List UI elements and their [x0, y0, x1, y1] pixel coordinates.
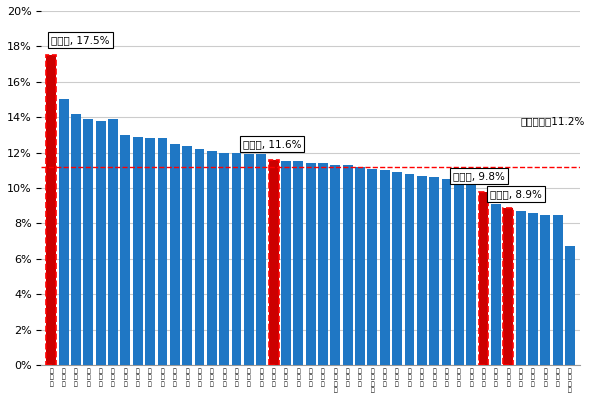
Bar: [553, 215, 563, 365]
Bar: [145, 138, 155, 365]
Bar: [515, 211, 526, 365]
Bar: [108, 119, 118, 365]
Bar: [528, 213, 538, 365]
Bar: [96, 121, 106, 365]
Bar: [343, 165, 353, 365]
Bar: [429, 178, 439, 365]
Bar: [170, 144, 180, 365]
Bar: [83, 119, 93, 365]
Text: 三重県, 8.9%: 三重県, 8.9%: [490, 189, 542, 199]
Bar: [182, 146, 192, 365]
Bar: [479, 192, 488, 365]
Bar: [392, 172, 402, 365]
Bar: [442, 179, 451, 365]
Bar: [194, 149, 205, 365]
Bar: [541, 215, 550, 365]
Bar: [306, 163, 316, 365]
Bar: [46, 55, 56, 365]
Text: 全国普及率11.2%: 全国普及率11.2%: [521, 116, 585, 126]
Bar: [404, 174, 415, 365]
Bar: [503, 208, 513, 365]
Bar: [269, 160, 278, 365]
Bar: [503, 208, 513, 365]
Bar: [466, 184, 476, 365]
Bar: [207, 151, 217, 365]
Bar: [281, 162, 291, 365]
Bar: [454, 181, 464, 365]
Bar: [59, 100, 68, 365]
Bar: [491, 204, 501, 365]
Bar: [158, 138, 167, 365]
Bar: [367, 168, 377, 365]
Bar: [331, 165, 340, 365]
Bar: [71, 114, 81, 365]
Bar: [479, 192, 488, 365]
Bar: [565, 246, 575, 365]
Text: 静岡県, 17.5%: 静岡県, 17.5%: [51, 35, 110, 45]
Bar: [244, 154, 254, 365]
Text: 岐阜県, 11.6%: 岐阜県, 11.6%: [243, 139, 301, 149]
Bar: [219, 153, 229, 365]
Bar: [121, 135, 130, 365]
Bar: [46, 55, 56, 365]
Bar: [232, 153, 241, 365]
Bar: [256, 154, 266, 365]
Bar: [293, 162, 303, 365]
Bar: [380, 170, 389, 365]
Text: 愛知県, 9.8%: 愛知県, 9.8%: [452, 171, 505, 181]
Bar: [318, 163, 328, 365]
Bar: [417, 176, 427, 365]
Bar: [269, 160, 278, 365]
Bar: [133, 137, 143, 365]
Bar: [355, 167, 365, 365]
